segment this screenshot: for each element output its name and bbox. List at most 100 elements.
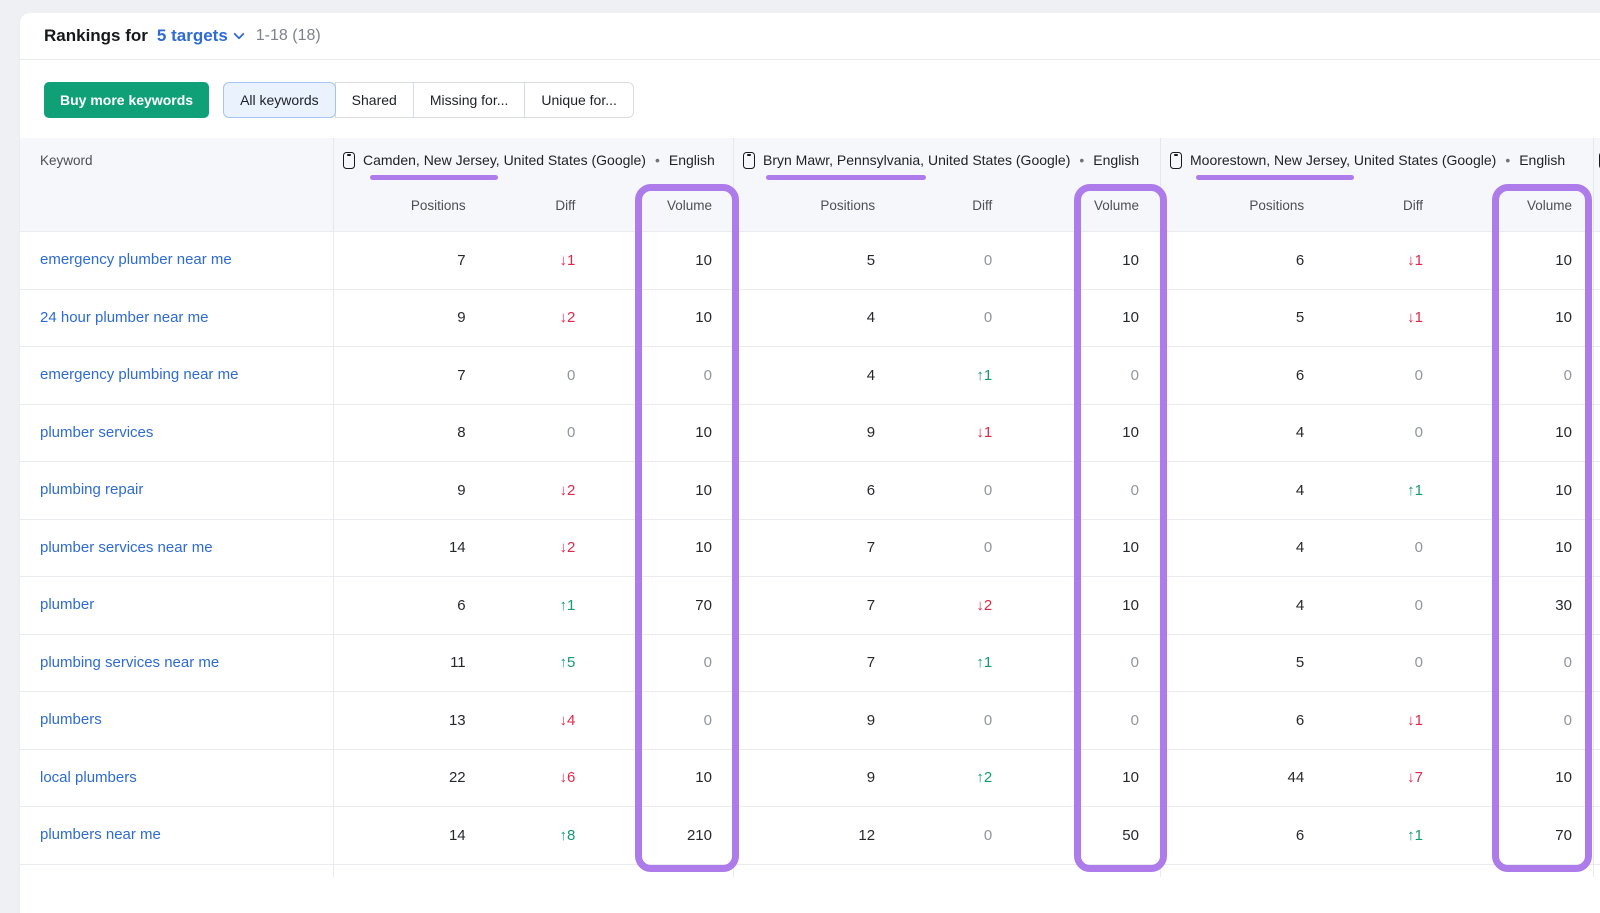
position-value: 7 [866,654,876,672]
diff-value: 0 [1414,596,1423,614]
metrics-group: 14 ↓2 10 [333,519,733,576]
table-row: plumbing services near me 11 ↑5 0 7 ↑1 0 5 0 0 [20,633,1600,691]
metrics-group: 4 0 10 [1160,404,1593,461]
row-stub-cell [1593,232,1600,289]
metrics-group: 7 ↓1 10 [333,232,733,289]
row-stub-cell [1593,347,1600,404]
metrics-group: 9 ↑2 10 [733,749,1160,806]
location-header[interactable]: Bryn Mawr, Pennsylvania, United States (… [734,138,1160,180]
diff-column-header[interactable]: Diff [555,198,576,213]
keyword-cell: plumbers [20,711,333,729]
metrics-group: 6 0 0 [733,462,1160,519]
metrics-group: 6 ↓1 10 [1160,232,1593,289]
card-titlebar: Rankings for 5 targets 1-18 (18) [20,13,1600,59]
diff-value: 0 [983,251,993,269]
tab-all-keywords[interactable]: All keywords [223,82,336,118]
location-header[interactable]: Moorestown, New Jersey, United States (G… [1161,138,1593,180]
row-stub-cell [1593,404,1600,461]
diff-value: ↓1 [976,424,993,442]
keyword-column-header[interactable]: Keyword [40,153,93,168]
metrics-group [733,864,1160,877]
table-body: emergency plumber near me 7 ↓1 10 5 0 10 6 ↓1 10 2… [20,231,1600,877]
diff-column-header[interactable]: Diff [972,198,993,213]
table-row: plumber services near me 14 ↓2 10 7 0 10 4 0 10 [20,518,1600,576]
position-value: 6 [1295,251,1305,269]
volume-column-header[interactable]: Volume [1093,198,1139,213]
position-value: 9 [457,309,466,327]
diff-value: ↓7 [1407,769,1423,787]
diff-value: 0 [567,366,576,384]
buy-more-keywords-button[interactable]: Buy more keywords [44,82,210,118]
tab-unique-for[interactable]: Unique for... [524,82,634,118]
metrics-group: 6 ↑1 70 [1160,807,1593,864]
separator-dot: • [654,152,660,168]
metrics-group: 6 ↓1 0 [1160,692,1593,749]
metrics-group: 4 ↑1 0 [733,347,1160,404]
metrics-group: 13 ↓4 0 [333,692,733,749]
location-language: English [668,152,715,168]
keyword-link[interactable]: plumbers near me [40,826,161,844]
metrics-group: 22 ↓6 10 [333,749,733,806]
diff-value: ↑1 [976,654,993,672]
diff-value: ↓2 [976,596,993,614]
diff-value: ↑2 [976,769,993,787]
keyword-link[interactable]: plumbers [40,711,102,729]
position-value: 5 [1295,309,1305,327]
metrics-group: 4 0 30 [1160,577,1593,634]
diff-value: 0 [983,481,993,499]
keyword-link[interactable]: emergency plumbing near me [40,366,239,384]
keyword-cell: emergency plumbing near me [20,366,333,384]
volume-value: 0 [703,711,712,729]
keyword-link[interactable]: plumbing repair [40,481,144,499]
keyword-link[interactable]: plumber [40,596,95,614]
targets-dropdown[interactable]: 5 targets [157,26,245,46]
diff-value: 0 [983,309,993,327]
position-value: 4 [1295,481,1305,499]
keyword-link[interactable]: local plumbers [40,768,137,786]
volume-column-header[interactable]: Volume [1526,198,1572,213]
row-stub-cell [1593,749,1600,806]
volume-column-header[interactable]: Volume [666,198,712,213]
tab-missing-for[interactable]: Missing for... [412,82,526,118]
tab-shared[interactable]: Shared [334,82,414,118]
diff-value: 0 [983,539,993,557]
location-header[interactable]: Camden, New Jersey, United States (Googl… [334,138,733,180]
metrics-group: 4 0 10 [733,289,1160,346]
keyword-link[interactable]: plumbing services near me [40,653,220,671]
keyword-link[interactable]: plumber services near me [40,538,213,556]
metrics-group: 4 ↑1 10 [1160,462,1593,519]
keyword-cell: plumber [20,596,333,614]
positions-column-header[interactable]: Positions [1249,198,1305,213]
position-value: 9 [866,769,876,787]
keyword-cell: emergency plumber near me [20,251,333,269]
positions-column-header[interactable]: Positions [820,198,876,213]
metrics-group: 11 ↑5 0 [333,634,733,691]
positions-column-header[interactable]: Positions [410,198,466,213]
diff-value: ↓2 [559,309,576,327]
diff-value: ↑5 [559,654,576,672]
volume-value: 50 [1122,826,1139,844]
volume-value: 0 [703,366,712,384]
location-group-header-truncated [1593,138,1600,231]
volume-value: 10 [1122,596,1139,614]
keyword-link[interactable]: plumber services [40,423,154,441]
table-row: plumbing repair 9 ↓2 10 6 0 0 4 ↑1 10 [20,461,1600,519]
diff-column-header[interactable]: Diff [1402,198,1423,213]
volume-value: 10 [1555,539,1572,557]
volume-value: 10 [1555,481,1572,499]
volume-value: 10 [695,539,712,557]
table-header: Keyword Camden, New Jersey, United State… [20,138,1600,231]
position-value: 5 [1295,654,1305,672]
position-value: 6 [1295,826,1305,844]
position-value: 4 [1295,596,1305,614]
location-language: English [1093,152,1140,168]
position-value: 6 [866,481,876,499]
metrics-group: 44 ↓7 10 [1160,749,1593,806]
location-group-header-moorestown: Moorestown, New Jersey, United States (G… [1160,138,1593,231]
metric-subheaders: Positions Diff Volume [1161,180,1593,231]
keyword-link[interactable]: 24 hour plumber near me [40,308,209,326]
keyword-link[interactable]: emergency plumber near me [40,251,232,269]
table-row: 24 hour plumber near me 9 ↓2 10 4 0 10 5 ↓1 10 [20,288,1600,346]
location-group-header-camden: Camden, New Jersey, United States (Googl… [333,138,733,231]
position-value: 7 [457,366,466,384]
